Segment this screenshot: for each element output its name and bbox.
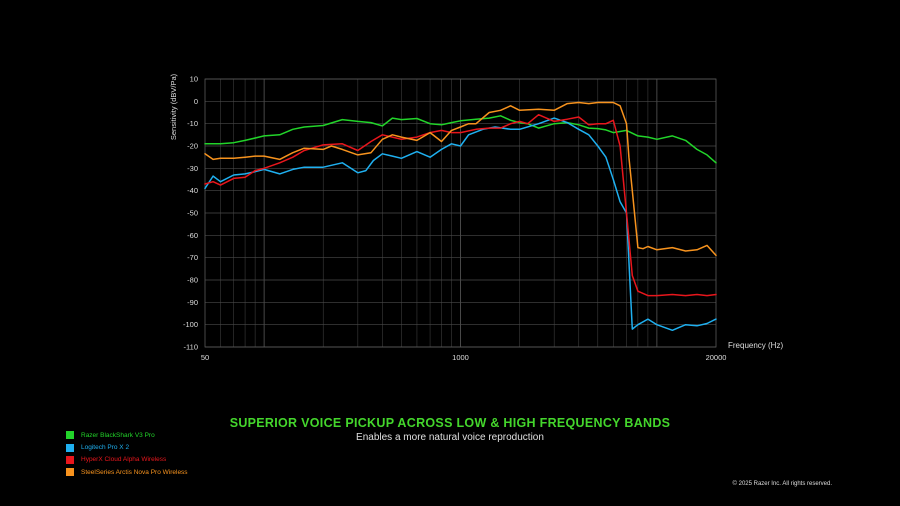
legend-item: HyperX Cloud Alpha Wireless (66, 454, 188, 466)
y-tick-label: -20 (187, 142, 198, 151)
y-axis-label: Sensitivity (dBV/Pa) (169, 73, 178, 140)
y-tick-label: -110 (184, 343, 198, 352)
series-line (204, 101, 717, 257)
legend-label: SteelSeries Arctis Nova Pro Wireless (81, 468, 188, 476)
legend-swatch (66, 455, 74, 464)
x-tick-label: 20000 (706, 353, 727, 362)
y-tick-label: -40 (187, 186, 198, 195)
y-tick-label: 0 (194, 97, 198, 106)
chart-grid (204, 78, 717, 348)
series-line (204, 117, 717, 332)
legend-item: SteelSeries Arctis Nova Pro Wireless (66, 466, 188, 478)
series-line (204, 115, 717, 164)
copyright-notice: © 2025 Razer Inc. All rights reserved. (732, 481, 832, 487)
legend-item: Razer BlackShark V3 Pro (66, 429, 188, 441)
chart-legend: Razer BlackShark V3 Pro Logitech Pro X 2… (66, 429, 188, 479)
headline: SUPERIOR VOICE PICKUP ACROSS LOW & HIGH … (229, 416, 671, 430)
legend-label: HyperX Cloud Alpha Wireless (81, 456, 167, 464)
legend-swatch (66, 468, 74, 477)
y-axis-ticks: 10 0 -10 -20 -30 -40 -50 -60 -70 -80 -90 -100 -110 (183, 75, 198, 352)
legend-item: Logitech Pro X 2 (66, 441, 188, 453)
legend-swatch (66, 431, 74, 440)
legend-label: Logitech Pro X 2 (81, 444, 130, 452)
subheadline: Enables a more natural voice reproductio… (356, 432, 544, 443)
legend-label: Razer BlackShark V3 Pro (81, 431, 155, 439)
frequency-response-chart: 10 0 -10 -20 -30 -40 -50 -60 -70 -80 -90 -100 -110 5… (169, 73, 783, 362)
y-tick-label: -30 (187, 164, 198, 173)
plot-frame (204, 78, 717, 348)
y-tick-label: -60 (187, 231, 198, 240)
series-line (204, 113, 717, 297)
x-tick-label: 50 (201, 353, 209, 362)
y-tick-label: -10 (187, 119, 198, 128)
y-tick-label: -50 (187, 209, 198, 218)
x-tick-label: 1000 (452, 353, 469, 362)
y-tick-label: -90 (187, 298, 198, 307)
y-tick-label: -80 (187, 276, 198, 285)
y-tick-label: -70 (187, 253, 198, 262)
y-tick-label: 10 (190, 75, 198, 84)
y-tick-label: -100 (183, 320, 198, 329)
legend-swatch (66, 443, 74, 452)
x-axis-ticks: 50 1000 20000 (201, 353, 727, 362)
x-axis-label: Frequency (Hz) (728, 341, 783, 350)
chart-series (204, 101, 717, 332)
